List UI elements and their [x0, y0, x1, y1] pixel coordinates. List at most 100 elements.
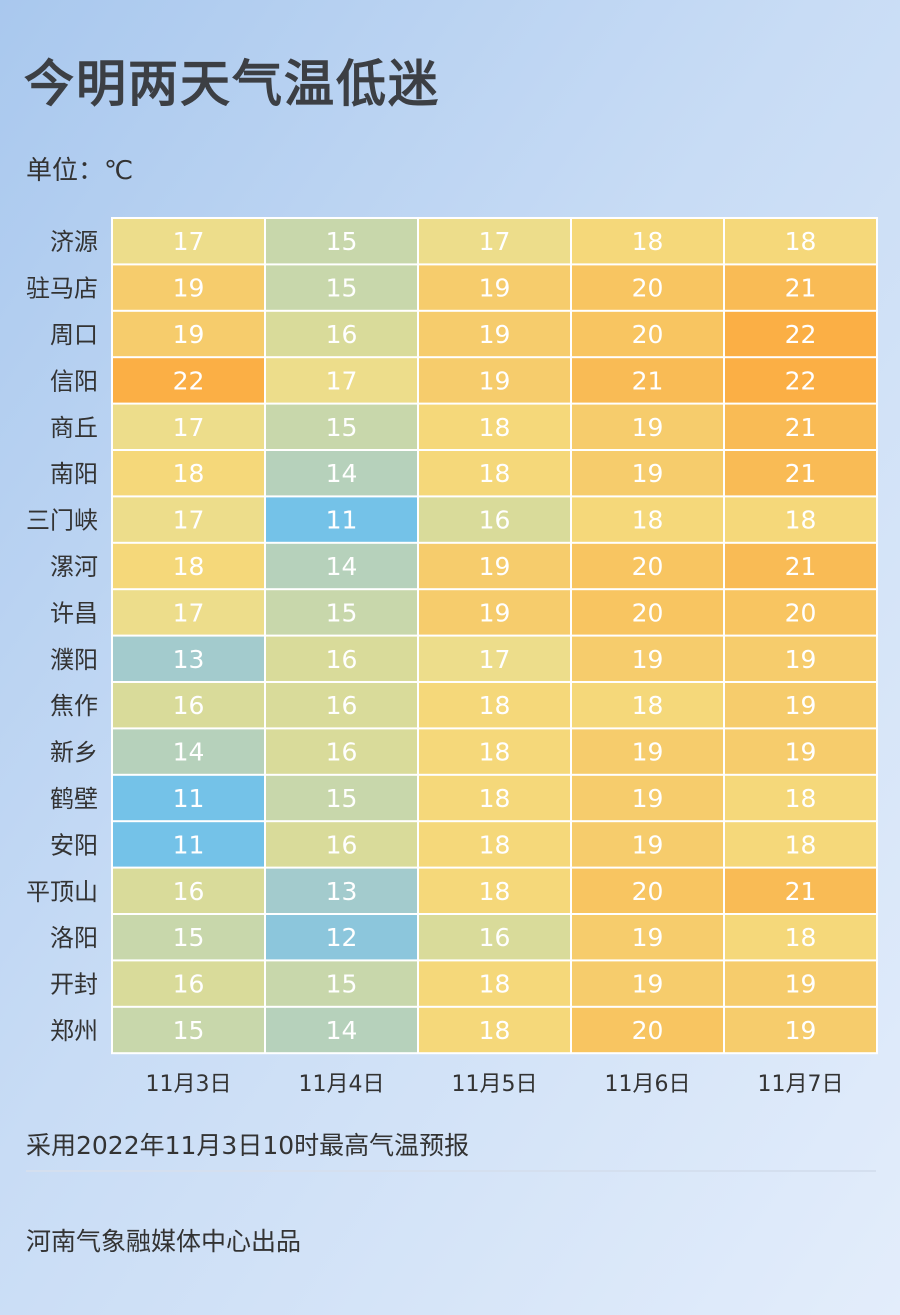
cell-value: 19: [479, 320, 511, 349]
heatmap-cell: [725, 775, 876, 821]
cell-value: 19: [785, 1016, 817, 1045]
heatmap-cell: [419, 219, 570, 264]
heatmap-cell: [266, 543, 417, 589]
heatmap-cell: [266, 868, 417, 913]
cell-value: 19: [785, 738, 817, 767]
cell-value: 16: [326, 645, 358, 674]
heatmap-cell: [572, 636, 723, 681]
heatmap-cell: [113, 775, 264, 821]
cell-value: 17: [173, 227, 205, 256]
heatmap-cell: [266, 358, 417, 403]
heatmap-cell: [266, 265, 417, 310]
heatmap-cell: [419, 868, 570, 913]
heatmap-cell: [725, 961, 876, 1006]
footnote: 采用2022年11月3日10时最高气温预报: [26, 1131, 470, 1160]
heatmap-cell: [419, 822, 570, 867]
column-label: 11月5日: [452, 1072, 538, 1097]
cell-value: 21: [785, 552, 817, 581]
cell-value: 21: [632, 366, 664, 395]
cell-value: 22: [785, 320, 817, 349]
heatmap-cell: [266, 729, 417, 774]
cell-value: 16: [326, 691, 358, 720]
cell-value: 15: [326, 598, 358, 627]
cell-value: 18: [479, 738, 511, 767]
heatmap-cell: [419, 775, 570, 821]
row-label: 商丘: [50, 414, 98, 442]
cell-value: 16: [173, 877, 205, 906]
cell-value: 18: [785, 506, 817, 535]
cell-value: 16: [173, 691, 205, 720]
heatmap-cell: [725, 822, 876, 867]
cell-value: 20: [632, 1016, 664, 1045]
cell-value: 20: [785, 598, 817, 627]
heatmap-cell: [725, 311, 876, 357]
heatmap-cell: [725, 868, 876, 913]
heatmap-cell: [725, 636, 876, 681]
cell-value: 18: [479, 970, 511, 999]
grid-background: [111, 217, 878, 1055]
heatmap-cell: [419, 729, 570, 774]
cell-value: 17: [326, 366, 358, 395]
heatmap-cell: [266, 311, 417, 357]
heatmap-cell: [266, 636, 417, 681]
cell-value: 19: [632, 784, 664, 813]
unit-label: 单位：℃: [26, 156, 134, 186]
heatmap-cell: [113, 358, 264, 403]
cell-value: 14: [326, 459, 358, 488]
heatmap-cell: [113, 404, 264, 449]
row-label: 焦作: [50, 692, 98, 720]
cell-value: 13: [173, 645, 205, 674]
heatmap-cell: [266, 915, 417, 960]
row-label: 濮阳: [50, 646, 98, 674]
cell-value: 19: [479, 366, 511, 395]
heatmap-cell: [725, 219, 876, 264]
heatmap-cell: [725, 729, 876, 774]
row-label: 漯河: [50, 553, 98, 581]
heatmap-cell: [113, 961, 264, 1006]
heatmap-cell: [725, 265, 876, 310]
cell-value: 20: [632, 877, 664, 906]
cell-value: 14: [173, 738, 205, 767]
heatmap-cell: [419, 265, 570, 310]
cell-value: 18: [785, 784, 817, 813]
cell-value: 18: [479, 830, 511, 859]
cell-value: 16: [326, 738, 358, 767]
heatmap-cell: [572, 451, 723, 496]
heatmap-cell: [572, 311, 723, 357]
heatmap-cell: [113, 915, 264, 960]
cell-value: 16: [479, 506, 511, 535]
heatmap-cell: [419, 451, 570, 496]
heatmap-cell: [419, 915, 570, 960]
heatmap-cell: [572, 822, 723, 867]
cell-value: 19: [173, 274, 205, 303]
cell-value: 17: [479, 227, 511, 256]
heatmap-cell: [572, 590, 723, 635]
heatmap-cell: [572, 404, 723, 449]
row-label: 驻马店: [26, 275, 98, 303]
heatmap-cell: [725, 451, 876, 496]
row-label: 平顶山: [26, 878, 98, 906]
cell-value: 13: [326, 877, 358, 906]
heatmap-cell: [113, 1007, 264, 1053]
row-label: 洛阳: [50, 924, 98, 952]
cell-value: 17: [479, 645, 511, 674]
cell-value: 19: [632, 459, 664, 488]
cell-value: 17: [173, 598, 205, 627]
cell-value: 19: [632, 738, 664, 767]
cell-value: 18: [632, 506, 664, 535]
cell-value: 16: [326, 320, 358, 349]
cell-value: 19: [173, 320, 205, 349]
heatmap-cell: [725, 915, 876, 960]
heatmap-cell: [266, 451, 417, 496]
cell-value: 22: [785, 366, 817, 395]
row-label: 济源: [50, 228, 98, 256]
cell-value: 21: [785, 274, 817, 303]
heatmap-cell: [419, 497, 570, 542]
cell-value: 15: [326, 274, 358, 303]
cell-value: 15: [173, 923, 205, 952]
cell-value: 18: [479, 459, 511, 488]
heatmap-cell: [419, 404, 570, 449]
cell-value: 19: [632, 923, 664, 952]
cell-value: 19: [785, 691, 817, 720]
cell-value: 19: [632, 413, 664, 442]
